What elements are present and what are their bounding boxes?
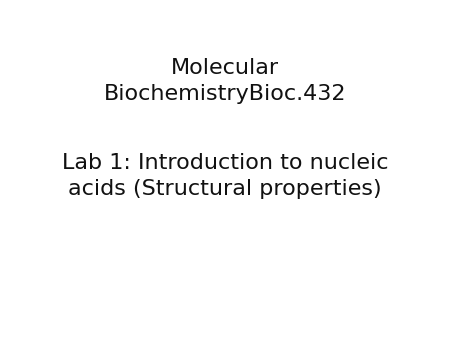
Text: Molecular
BiochemistryBioc.432: Molecular BiochemistryBioc.432 (104, 58, 346, 104)
Text: Lab 1: Introduction to nucleic
acids (Structural properties): Lab 1: Introduction to nucleic acids (St… (62, 152, 388, 199)
